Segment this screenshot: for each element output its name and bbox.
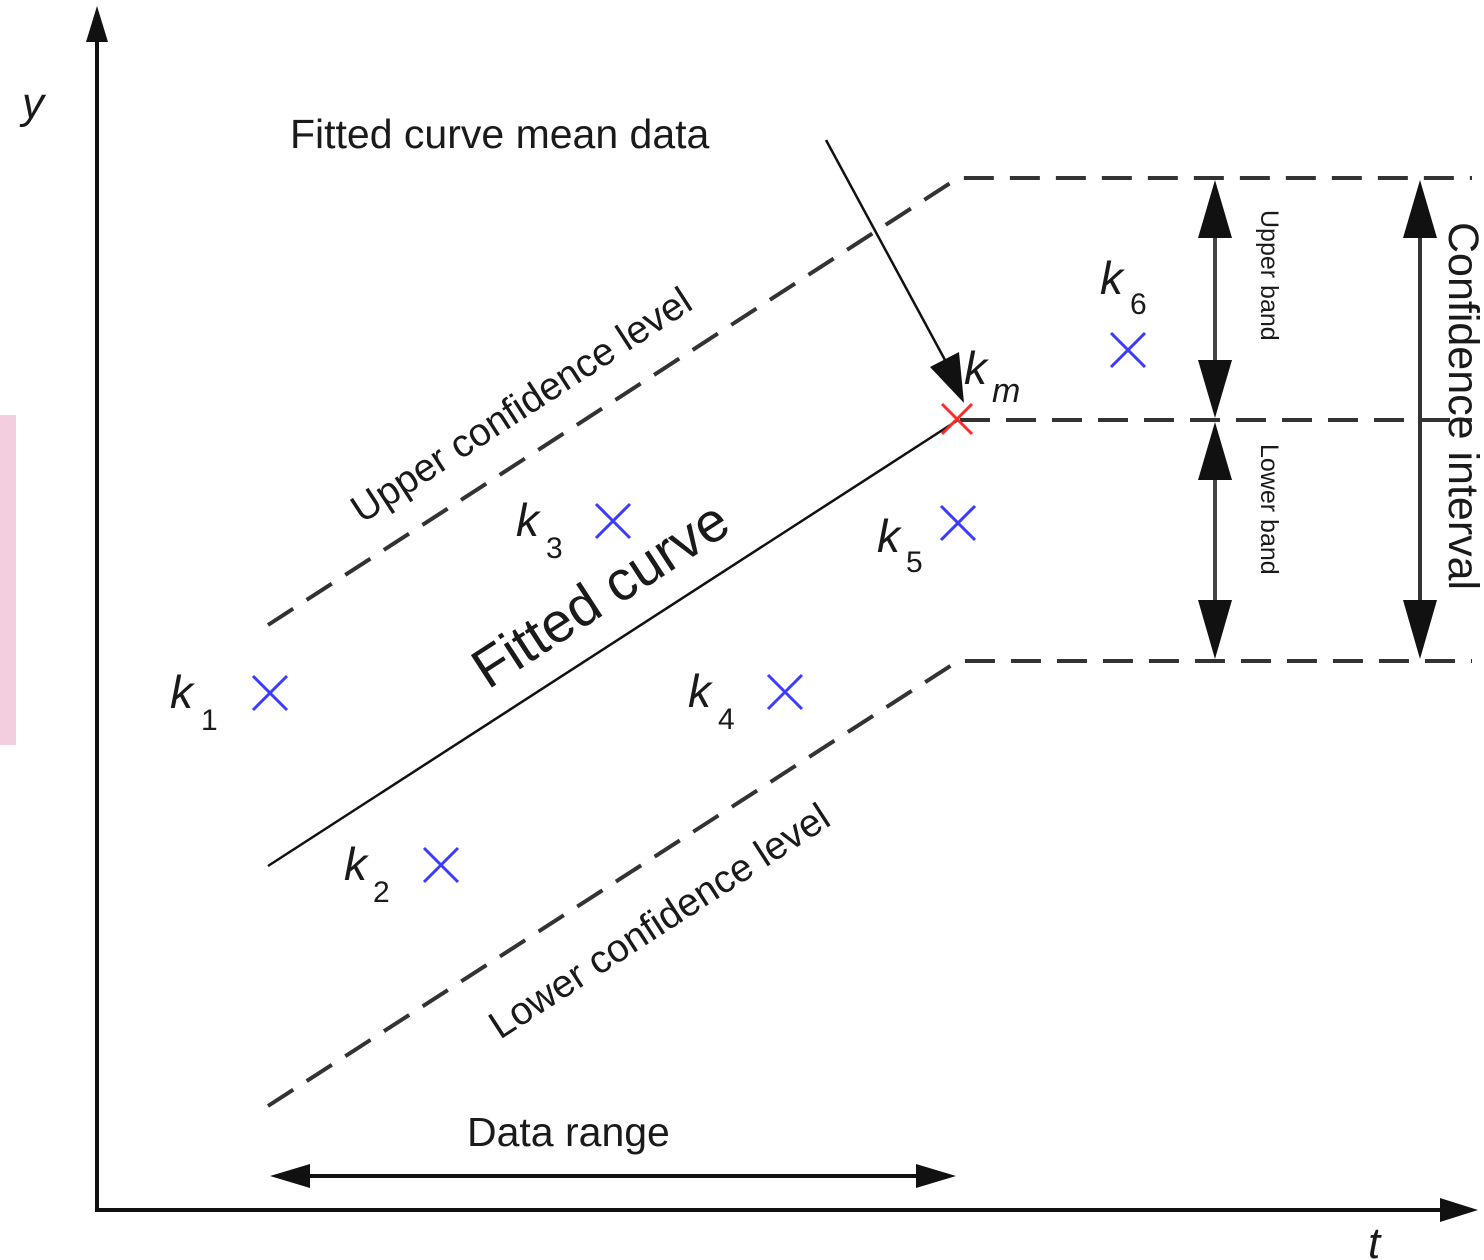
- data-range-arrowhead-left: [270, 1164, 310, 1188]
- point-k3-marker: [594, 502, 632, 540]
- confidence-interval-arrowhead-bottom: [1403, 600, 1437, 659]
- point-k2-subscript: 2: [373, 876, 390, 909]
- lower-band-arrowhead-top: [1198, 422, 1232, 480]
- point-k6: k 6: [1100, 252, 1147, 369]
- x-axis-arrowhead: [1440, 1198, 1478, 1222]
- point-k3-subscript: 3: [546, 532, 563, 565]
- fitted-curve-line: [267, 418, 959, 868]
- point-km-letter: k: [964, 342, 989, 394]
- point-k5-subscript: 5: [906, 546, 923, 579]
- point-km: k m: [940, 342, 1020, 436]
- lower-band-label: Lower band: [1255, 444, 1283, 575]
- lower-band-arrowhead-bottom: [1198, 600, 1232, 659]
- point-k4-subscript: 4: [718, 703, 735, 736]
- upper-confidence-line: [266, 176, 1472, 627]
- point-k1-letter: k: [170, 666, 195, 718]
- point-k1-subscript: 1: [201, 704, 218, 737]
- point-k4-letter: k: [688, 665, 713, 717]
- mean-data-pointer-line: [824, 139, 947, 361]
- y-axis-label: y: [19, 79, 47, 128]
- point-k2-letter: k: [344, 838, 369, 890]
- lower-confidence-line: [266, 659, 1472, 1108]
- lower-confidence-label: Lower confidence level: [481, 795, 837, 1047]
- point-km-marker: [940, 402, 974, 436]
- point-k1: k 1: [170, 666, 289, 737]
- mean-data-label: Fitted curve mean data: [290, 111, 710, 157]
- mean-data-pointer-head: [930, 352, 964, 403]
- upper-band-label: Upper band: [1255, 210, 1283, 341]
- upper-band-arrowhead-top: [1198, 180, 1232, 238]
- point-km-subscript: m: [992, 372, 1020, 410]
- point-k6-letter: k: [1100, 252, 1125, 304]
- point-k6-marker: [1109, 331, 1147, 369]
- point-k6-subscript: 6: [1130, 288, 1147, 321]
- point-k3-letter: k: [516, 494, 541, 546]
- confidence-interval-label: Confidence interval: [1439, 222, 1484, 590]
- point-k4-marker: [766, 673, 804, 711]
- point-k2-marker: [422, 846, 460, 884]
- point-k2: k 2: [344, 838, 460, 909]
- data-range-arrowhead-right: [916, 1164, 956, 1188]
- point-k4: k 4: [688, 665, 804, 736]
- point-k5-letter: k: [877, 510, 902, 562]
- x-axis-label: t: [1368, 1219, 1382, 1260]
- left-edge-tint: [0, 415, 16, 745]
- point-k1-marker: [251, 674, 289, 712]
- data-range-label: Data range: [467, 1109, 670, 1155]
- point-k5: k 5: [877, 504, 977, 579]
- y-axis-arrowhead: [86, 6, 108, 42]
- point-k3: k 3: [516, 494, 632, 565]
- confidence-interval-arrowhead-top: [1403, 180, 1437, 238]
- point-k5-marker: [939, 504, 977, 542]
- upper-band-arrowhead-bottom: [1198, 360, 1232, 418]
